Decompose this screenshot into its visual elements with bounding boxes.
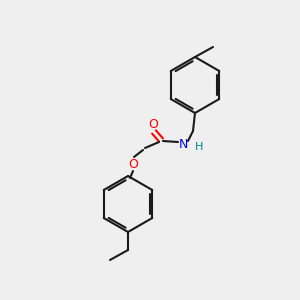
Text: N: N	[178, 139, 188, 152]
Text: H: H	[195, 142, 203, 152]
Text: O: O	[128, 158, 138, 170]
Text: O: O	[148, 118, 158, 130]
